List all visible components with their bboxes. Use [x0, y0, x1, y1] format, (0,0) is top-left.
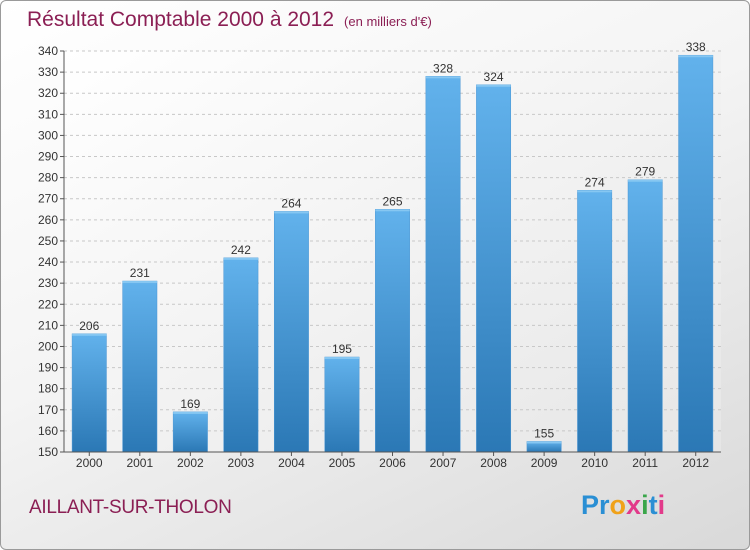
proxiti-logo: Proxiti — [581, 490, 665, 521]
x-tick-label: 2003 — [228, 456, 255, 470]
bar-top-highlight — [577, 190, 612, 193]
x-tick-label: 2000 — [76, 456, 103, 470]
x-tick-label: 2009 — [531, 456, 558, 470]
logo-letter: r — [599, 490, 610, 520]
data-label: 206 — [79, 319, 99, 333]
bar-2001 — [122, 280, 158, 453]
data-label: 231 — [130, 266, 150, 280]
bar-2007 — [425, 76, 461, 453]
bar-2005 — [324, 356, 360, 453]
chart-title: Résultat Comptable 2000 à 2012 (en millie… — [27, 8, 432, 32]
y-tick-label: 150 — [38, 445, 58, 459]
y-tick-label: 160 — [38, 424, 58, 438]
y-tick-label: 240 — [38, 255, 58, 269]
title-text: Résultat Comptable 2000 à 2012 — [27, 8, 335, 31]
x-tick-label: 2010 — [581, 456, 608, 470]
bar-top-highlight — [628, 179, 663, 182]
data-label: 242 — [231, 243, 251, 257]
bar-2003 — [223, 257, 259, 453]
data-label: 155 — [534, 426, 554, 440]
bar-2002 — [172, 411, 208, 453]
x-axis: 2000 2001 2002 2003 2004 2005 2006 2007 2008 2009… — [64, 451, 721, 470]
bar-2010 — [577, 190, 613, 453]
y-tick-label: 250 — [38, 234, 58, 248]
bar-top-highlight — [678, 55, 713, 58]
y-tick-label: 310 — [38, 107, 58, 121]
y-tick-label: 340 — [38, 44, 58, 58]
logo-letter: o — [609, 490, 627, 520]
logo-letter: P — [581, 490, 600, 520]
y-tick-label: 170 — [38, 403, 58, 417]
data-label: 328 — [433, 61, 453, 75]
bar-top-highlight — [375, 209, 410, 212]
data-label: 338 — [686, 40, 706, 54]
y-tick-label: 300 — [38, 128, 58, 142]
bar-2004 — [273, 211, 309, 453]
data-label: 274 — [585, 175, 605, 189]
y-tick-label: 290 — [38, 150, 58, 164]
x-tick-label: 2008 — [480, 456, 507, 470]
bar-top-highlight — [425, 76, 461, 79]
y-tick-label: 280 — [38, 171, 58, 185]
y-tick-label: 180 — [38, 382, 58, 396]
bar-top-highlight — [72, 333, 107, 336]
data-label: 195 — [332, 342, 352, 356]
data-label: 279 — [635, 165, 655, 179]
y-axis: 150 160 170 180 190 200 210 220 230 240 250 260 270 2… — [38, 44, 65, 459]
bar-2000 — [71, 333, 107, 453]
bar-2011 — [627, 179, 663, 453]
bar-2008 — [476, 84, 512, 453]
x-tick-label: 2006 — [379, 456, 406, 470]
x-tick-label: 2002 — [177, 456, 204, 470]
logo-letter: i — [641, 490, 649, 520]
logo-letter: x — [626, 490, 642, 520]
y-tick-label: 210 — [38, 318, 58, 332]
x-tick-label: 2011 — [632, 456, 658, 470]
logo-letter: i — [657, 490, 666, 520]
bar-top-highlight — [324, 357, 360, 360]
y-tick-label: 230 — [38, 276, 58, 290]
data-label: 264 — [281, 196, 301, 210]
data-label: 169 — [180, 397, 200, 411]
bars: 206 231 169 242 264 195 265 328 324 155 274 279 338 — [71, 40, 714, 453]
unit-label: (en milliers d'€) — [344, 14, 432, 29]
bar-2006 — [375, 209, 410, 453]
x-tick-label: 2012 — [682, 456, 709, 470]
y-tick-label: 200 — [38, 339, 58, 353]
y-tick-label: 270 — [38, 192, 58, 206]
commune-name: AILLANT-SUR-THOLON — [29, 497, 232, 518]
bar-top-highlight — [476, 84, 511, 87]
y-tick-label: 330 — [38, 65, 58, 79]
y-tick-label: 220 — [38, 297, 58, 311]
logo-letter: t — [648, 490, 658, 520]
x-tick-label: 2007 — [430, 456, 457, 470]
bar-top-highlight — [122, 281, 157, 284]
bar-top-highlight — [526, 441, 562, 444]
data-label: 324 — [484, 70, 504, 84]
bar-2012 — [678, 54, 714, 453]
y-tick-label: 190 — [38, 361, 58, 375]
x-tick-label: 2004 — [278, 456, 305, 470]
data-label: 265 — [382, 194, 402, 208]
y-tick-label: 320 — [38, 86, 58, 100]
bar-top-highlight — [173, 411, 208, 414]
x-tick-label: 2005 — [329, 456, 356, 470]
bar-top-highlight — [223, 257, 259, 260]
bar-top-highlight — [274, 211, 309, 214]
y-tick-label: 260 — [38, 213, 58, 227]
x-tick-label: 2001 — [126, 456, 153, 470]
